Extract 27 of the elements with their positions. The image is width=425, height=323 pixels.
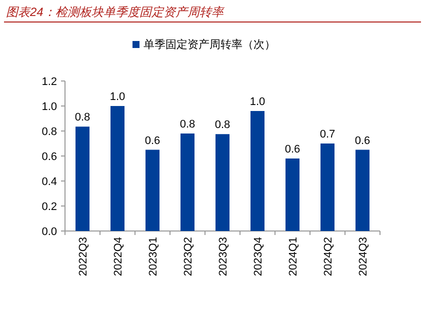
text: 0.6 xyxy=(284,144,300,156)
text: 0.7 xyxy=(320,128,336,140)
x-tick-label: 2024Q1 xyxy=(288,237,300,276)
title: 图表24：检测板块单季度固定资产周转率 xyxy=(6,5,224,19)
text: 0.8 xyxy=(214,119,230,132)
text: 1.0 xyxy=(250,96,266,108)
x-tick-label: 2022Q3 xyxy=(78,237,90,276)
x-tick-label: 2023Q1 xyxy=(148,237,160,276)
legend: 单季固定资产周转率（次） xyxy=(132,39,276,51)
text: 0.8 xyxy=(180,118,196,130)
text: 0.6 xyxy=(354,134,370,147)
x-tick-label: 2024Q2 xyxy=(322,237,334,276)
y-tick-label: 1.0 xyxy=(42,101,57,113)
x-tick-label: 2023Q2 xyxy=(182,237,194,276)
y-tick-label: 0.6 xyxy=(42,151,57,163)
text: 1.0 xyxy=(110,91,126,103)
y-tick-label: 1.2 xyxy=(42,76,57,88)
text: 0.6 xyxy=(144,134,160,147)
x-tick-label: 2023Q3 xyxy=(218,237,230,276)
y-tick-label: 0.4 xyxy=(42,176,57,188)
y-tick-label: 0.2 xyxy=(42,201,57,213)
x-tick-label: 2023Q4 xyxy=(252,237,264,276)
x-tick-label: 2022Q4 xyxy=(112,237,124,276)
y-tick-label: 0.8 xyxy=(42,126,57,138)
text: 0.8 xyxy=(74,112,90,124)
x-tick-label: 2024Q3 xyxy=(358,237,370,276)
y-tick-label: 0.0 xyxy=(42,226,57,238)
